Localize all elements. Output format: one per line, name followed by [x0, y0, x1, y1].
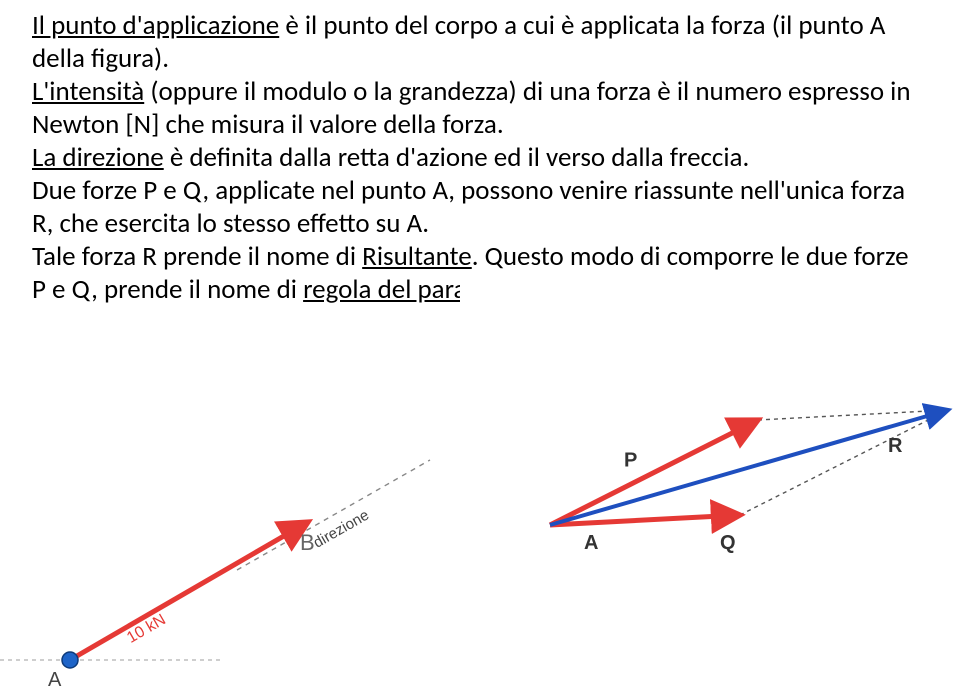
term-direzione: La direzione: [32, 141, 164, 174]
direction-line: [237, 460, 430, 570]
diagrams-svg: A B direzione 10 kN A P Q R: [0, 360, 960, 690]
force-arrow: [70, 522, 308, 660]
label-r: R: [888, 435, 903, 457]
label-q: Q: [720, 532, 736, 554]
term-risultante: Risultante: [362, 240, 472, 273]
right-diagram: A P Q R: [550, 410, 948, 554]
sentence-4: Due forze P e Q, applicate nel punto A, …: [32, 174, 905, 240]
label-direzione: direzione: [311, 507, 372, 552]
point-a: [62, 652, 78, 668]
label-b: B: [300, 530, 315, 555]
left-diagram: A B direzione 10 kN: [0, 460, 430, 690]
sentence-2: (oppure il modulo o la grandezza) di una…: [32, 75, 911, 141]
label-a-right: A: [584, 532, 598, 554]
white-overlay: [460, 270, 960, 332]
sentence-5a: Tale forza R prende il nome di: [32, 240, 362, 273]
term-intensita: L'intensità: [32, 75, 144, 108]
sentence-3: è definita dalla retta d'azione ed il ve…: [164, 141, 750, 174]
body-text-block: Il punto d'applicazione è il punto del c…: [32, 10, 912, 306]
term-punto-applicazione: Il punto d'applicazione: [32, 9, 279, 42]
label-p: P: [624, 450, 637, 472]
document-page: Il punto d'applicazione è il punto del c…: [0, 0, 960, 690]
label-a-left: A: [48, 669, 62, 690]
